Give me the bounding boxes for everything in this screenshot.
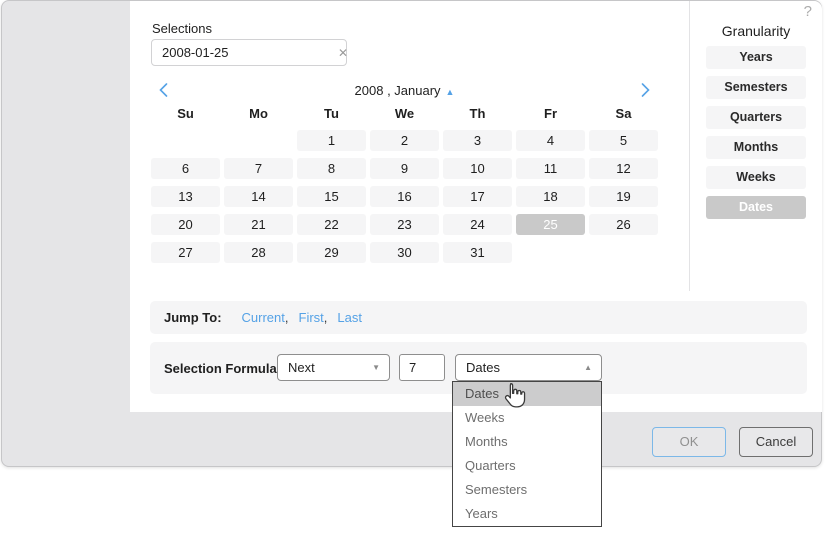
day-cell[interactable]: 20: [151, 214, 220, 235]
day-cell: [589, 242, 658, 263]
ok-button[interactable]: OK: [652, 427, 726, 457]
dow-header: Th: [469, 106, 486, 121]
granularity-weeks-button[interactable]: Weeks: [706, 166, 806, 189]
day-cell[interactable]: 23: [370, 214, 439, 235]
clear-icon[interactable]: ✕: [338, 45, 349, 60]
calendar-grid: Su Mo Tu We Th Fr Sa 1 2 3 4 5 6 7 8 9 1…: [151, 105, 658, 263]
separator: ,: [284, 310, 289, 325]
calendar-month-label: 2008 , January: [354, 82, 441, 98]
day-cell[interactable]: 19: [589, 186, 658, 207]
dow-header: Mo: [249, 106, 268, 121]
granularity-panel: Granularity Years Semesters Quarters Mon…: [690, 1, 822, 219]
day-cell[interactable]: 16: [370, 186, 439, 207]
day-cell[interactable]: 7: [224, 158, 293, 179]
chevron-up-icon: ▲: [584, 363, 592, 372]
day-cell[interactable]: 17: [443, 186, 512, 207]
day-cell[interactable]: 2: [370, 130, 439, 151]
dow-header: Tu: [324, 106, 339, 121]
dropdown-option-quarters[interactable]: Quarters: [465, 458, 516, 473]
unit-select[interactable]: Dates ▲: [455, 354, 602, 381]
operator-select-value: Next: [288, 360, 315, 375]
day-cell[interactable]: 3: [443, 130, 512, 151]
granularity-dates-button[interactable]: Dates: [706, 196, 806, 219]
day-cell[interactable]: 24: [443, 214, 512, 235]
chevron-right-icon[interactable]: [633, 83, 658, 97]
jump-current-link[interactable]: Current: [241, 310, 285, 325]
day-cell[interactable]: 15: [297, 186, 366, 207]
unit-dropdown-list: Dates Weeks Months Quarters Semesters Ye…: [452, 381, 602, 527]
cancel-button[interactable]: Cancel: [739, 427, 813, 457]
dow-header: Fr: [544, 106, 557, 121]
day-cell: [151, 130, 220, 151]
day-cell[interactable]: 13: [151, 186, 220, 207]
calendar-nav: 2008 , January ▲: [151, 81, 658, 99]
day-cell: [224, 130, 293, 151]
day-cell[interactable]: 26: [589, 214, 658, 235]
day-cell[interactable]: 28: [224, 242, 293, 263]
day-cell[interactable]: 4: [516, 130, 585, 151]
day-cell[interactable]: 14: [224, 186, 293, 207]
calendar-month-header[interactable]: 2008 , January ▲: [176, 83, 633, 98]
day-cell[interactable]: 9: [370, 158, 439, 179]
unit-select-value: Dates: [466, 360, 500, 375]
day-cell[interactable]: 5: [589, 130, 658, 151]
dow-header: We: [394, 106, 415, 121]
day-cell[interactable]: 31: [443, 242, 512, 263]
dropdown-option-weeks[interactable]: Weeks: [465, 410, 505, 425]
dow-header: Su: [177, 106, 194, 121]
selection-formula-label: Selection Formula: [164, 361, 277, 376]
count-input[interactable]: [399, 354, 445, 381]
dow-header: Sa: [615, 106, 632, 121]
granularity-quarters-button[interactable]: Quarters: [706, 106, 806, 129]
granularity-divider: [689, 1, 690, 291]
help-icon[interactable]: ?: [803, 3, 812, 20]
jump-first-link[interactable]: First: [298, 310, 324, 325]
day-cell[interactable]: 18: [516, 186, 585, 207]
day-cell[interactable]: 6: [151, 158, 220, 179]
granularity-semesters-button[interactable]: Semesters: [706, 76, 806, 99]
granularity-title: Granularity: [721, 23, 791, 39]
selections-input[interactable]: [152, 45, 338, 60]
day-cell[interactable]: 1: [297, 130, 366, 151]
collapse-up-icon: ▲: [445, 86, 455, 97]
jump-last-link[interactable]: Last: [337, 310, 362, 325]
jump-to-bar: Jump To: Current, First, Last: [150, 301, 807, 334]
day-cell: [516, 242, 585, 263]
jump-to-label: Jump To:: [164, 310, 222, 325]
separator: ,: [323, 310, 328, 325]
day-cell[interactable]: 27: [151, 242, 220, 263]
dropdown-option-months[interactable]: Months: [465, 434, 508, 449]
day-cell[interactable]: 11: [516, 158, 585, 179]
day-cell[interactable]: 21: [224, 214, 293, 235]
selections-label: Selections: [152, 21, 212, 36]
main-panel: ? Selections ✕ 2008 , January ▲ Su Mo Tu …: [130, 1, 822, 412]
day-cell[interactable]: 29: [297, 242, 366, 263]
date-selection-dialog: ? Selections ✕ 2008 , January ▲ Su Mo Tu …: [1, 0, 822, 467]
day-cell[interactable]: 8: [297, 158, 366, 179]
dropdown-option-dates[interactable]: Dates: [453, 382, 601, 406]
selections-input-wrap: ✕: [151, 39, 349, 66]
day-cell[interactable]: 10: [443, 158, 512, 179]
day-cell[interactable]: 22: [297, 214, 366, 235]
chevron-left-icon[interactable]: [151, 83, 176, 97]
dropdown-option-semesters[interactable]: Semesters: [465, 482, 528, 497]
granularity-years-button[interactable]: Years: [706, 46, 806, 69]
operator-select[interactable]: Next ▼: [277, 354, 390, 381]
dropdown-option-years[interactable]: Years: [465, 506, 498, 521]
day-cell[interactable]: 30: [370, 242, 439, 263]
day-cell[interactable]: 12: [589, 158, 658, 179]
granularity-months-button[interactable]: Months: [706, 136, 806, 159]
chevron-down-icon: ▼: [372, 363, 380, 372]
day-cell-selected[interactable]: 25: [516, 214, 585, 235]
